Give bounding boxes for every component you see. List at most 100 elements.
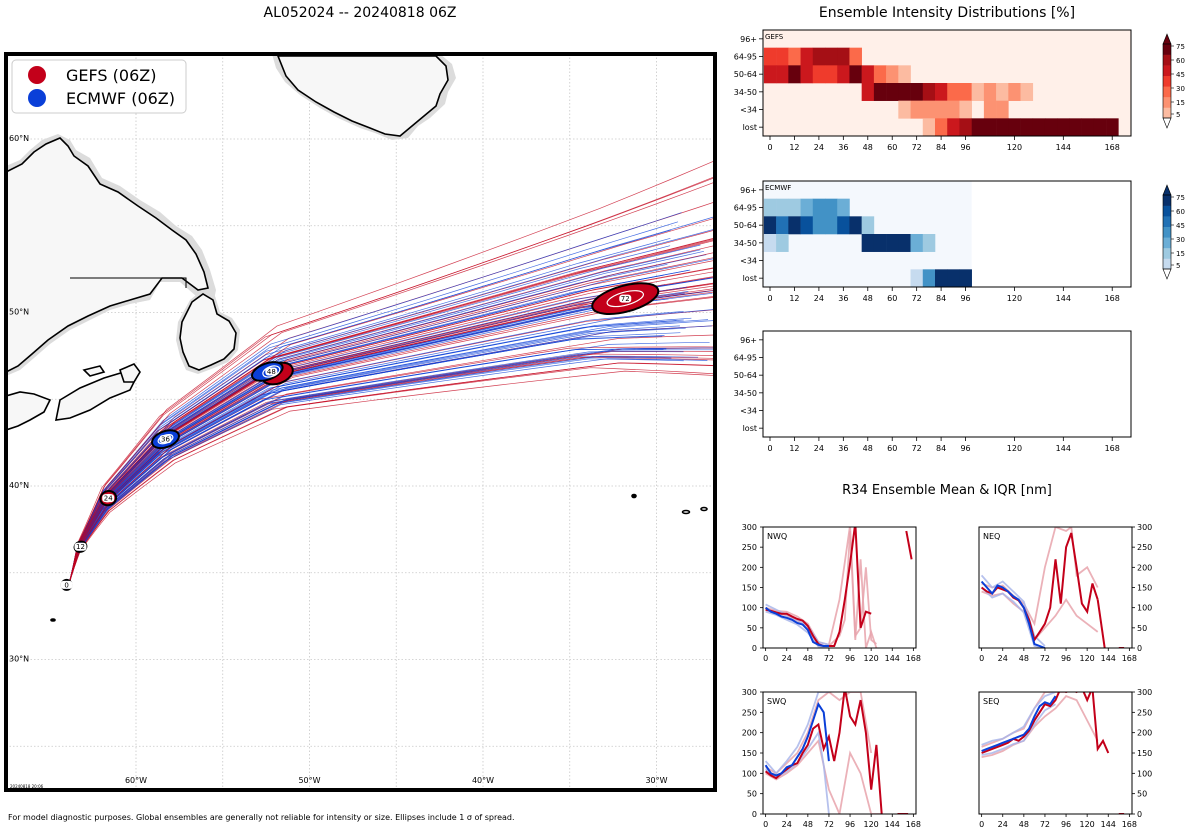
heatmap-cell <box>934 118 948 137</box>
heatmap-cell <box>812 47 826 66</box>
colorbar-segment <box>1163 86 1171 98</box>
heatmap-cell <box>849 47 862 66</box>
heatmap-cell <box>910 234 924 252</box>
r34-xtick-label: 48 <box>803 654 813 663</box>
ecmwf-iqr-line <box>980 574 1046 647</box>
r34-ytick-label: 0 <box>752 644 757 653</box>
colorbar-tick-label: 30 <box>1176 236 1185 244</box>
heatmap-cell <box>849 65 862 84</box>
heatmap-xtick-label: 0 <box>767 444 772 453</box>
r34-xtick-label: 144 <box>885 654 900 663</box>
heatmap-cell <box>800 216 814 235</box>
heatmap-xtick-label: 96 <box>960 444 970 453</box>
ecmwf-mean-line <box>980 580 1046 648</box>
ecmwf-mean-line <box>981 695 1057 752</box>
r34-series-group <box>981 692 1125 814</box>
r34-xtick-label: 144 <box>1101 654 1116 663</box>
heatmap-panel-label: ECMWF <box>765 184 791 192</box>
heatmap-cell <box>837 198 850 217</box>
r34-xtick-label: 96 <box>1061 654 1071 663</box>
colorbar-tick-label: 75 <box>1176 43 1185 51</box>
colorbar-segment <box>1163 247 1171 259</box>
heatmap-xtick-label: 144 <box>1056 294 1071 303</box>
heatmap-cell <box>910 100 924 119</box>
heatmap-ecmwf: ECMWF 96+ 64-95 50-64 34-50 <34 lost 0 12 24 36 48 6… <box>734 180 1185 303</box>
heatmap-xtick-label: 24 <box>814 444 824 453</box>
ecmwf-iqr-line <box>981 692 1056 746</box>
r34-frame <box>762 691 917 815</box>
map-background <box>6 54 715 790</box>
r34-xtick-label: 72 <box>1040 820 1050 829</box>
r34-xtick-label: 168 <box>906 654 921 663</box>
legend-ecmwf-marker <box>28 89 46 107</box>
forecast-hour-badge <box>102 494 115 503</box>
r34-xtick-label: 168 <box>906 820 921 829</box>
ecmwf-mean-line <box>764 701 830 777</box>
heatmap-cell <box>788 198 801 217</box>
heatmap-xtick-label: 84 <box>936 143 946 152</box>
heatmap-xtick-label: 12 <box>789 444 799 453</box>
heatmap-cell <box>763 234 777 252</box>
intensity-title: Ensemble Intensity Distributions [%] <box>819 5 1075 21</box>
ecmwf-iqr-line <box>980 586 1046 648</box>
r34-xtick-label: 120 <box>864 654 879 663</box>
heatmap-cell <box>886 65 899 84</box>
heatmap-cell <box>898 234 911 252</box>
lat-label: 60°N <box>9 134 29 143</box>
lon-label: 40°W <box>472 776 494 785</box>
heatmap-xtick-label: 48 <box>863 143 873 152</box>
heatmap-cell <box>934 269 948 288</box>
colorbar-tick-label: 15 <box>1176 250 1185 258</box>
colorbar-max-arrow <box>1162 184 1172 196</box>
forecast-hour-label: 0 <box>64 581 68 589</box>
heatmap-cell <box>959 100 972 119</box>
heatmap-cell <box>922 234 936 252</box>
r34-title: R34 Ensemble Mean & IQR [nm] <box>842 483 1052 498</box>
colorbar-tick-label: 15 <box>1176 99 1185 107</box>
gefs-mean-line <box>1096 599 1106 648</box>
heatmap-xtick-label: 72 <box>912 294 922 303</box>
heatmap-xtick-label: 48 <box>863 294 873 303</box>
heatmap-ytick-label: lost <box>743 123 757 132</box>
r34-series-group <box>980 527 1125 648</box>
gefs-iqr-line <box>765 527 877 646</box>
r34-xtick-label: 168 <box>1122 820 1137 829</box>
r34-ytick-label: 300 <box>742 523 757 532</box>
heatmap-cell <box>959 118 972 137</box>
gefs-mean-line <box>981 692 1110 754</box>
heatmap-cell <box>1093 118 1107 137</box>
heatmap-ytick-label: <34 <box>740 407 757 416</box>
r34-xtick-label: 24 <box>782 820 792 829</box>
r34-xtick-label: 120 <box>864 820 879 829</box>
newfoundland-coast <box>179 293 237 371</box>
r34-ytick-label: 0 <box>1137 644 1142 653</box>
r34-xtick-label: 48 <box>803 820 813 829</box>
heatmap-cell <box>873 234 887 252</box>
ensemble-member-track <box>67 295 715 587</box>
forecast-hour-label: 72 <box>621 295 630 303</box>
r34-xtick-label: 24 <box>998 820 1008 829</box>
r34-ytick-label: 50 <box>747 624 757 633</box>
heatmap-gefs: GEFS 96+ 64-95 50-64 34-50 <34 lost 0 12 24 36 48 60… <box>734 29 1185 152</box>
r34-quadrant-label: SEQ <box>983 697 999 706</box>
heatmap-cell <box>959 83 972 101</box>
heatmap-cell <box>788 65 801 84</box>
lon-label: 30°W <box>645 776 667 785</box>
colorbar-segment <box>1163 216 1171 228</box>
forecast-hour-badge <box>159 435 172 444</box>
forecast-hour-badge <box>619 294 632 303</box>
heatmap-xtick-label: 168 <box>1105 444 1120 453</box>
heatmap-cell <box>1020 118 1034 137</box>
heatmap-cell <box>1057 118 1070 137</box>
heatmap-cell <box>922 100 936 119</box>
r34-ytick-label: 150 <box>1137 584 1152 593</box>
r34-quadrant-label: NWQ <box>767 532 787 541</box>
heatmap-cell <box>837 65 850 84</box>
map-gridlines <box>6 54 715 790</box>
heatmap-ytick-label: lost <box>743 274 757 283</box>
heatmap-cell <box>824 216 838 235</box>
heatmap-cell <box>996 118 1009 137</box>
heatmap-empty: 96+ 64-95 50-64 34-50 <34 lost 0 12 24 36 48 60 72 84… <box>734 330 1132 453</box>
